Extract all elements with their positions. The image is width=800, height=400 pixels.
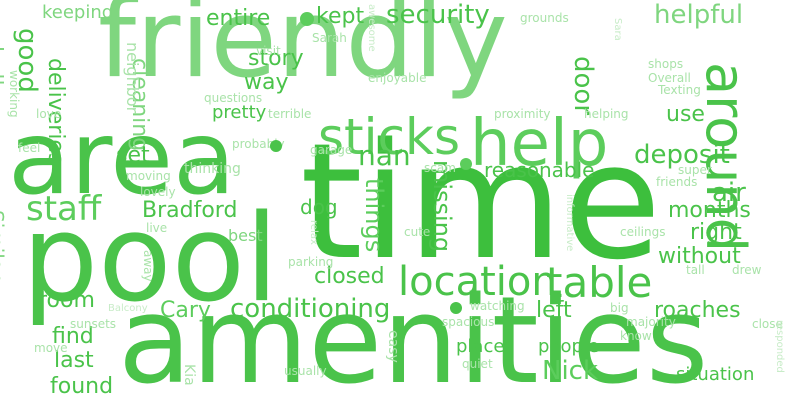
decorative-dot bbox=[300, 12, 314, 26]
cloud-word: Kia bbox=[181, 364, 197, 386]
cloud-word: enjoyable bbox=[368, 71, 427, 85]
cloud-word: dog bbox=[300, 195, 338, 219]
cloud-word: neighbor bbox=[123, 42, 142, 114]
cloud-word: majority bbox=[626, 315, 676, 329]
cloud-word: garage bbox=[310, 143, 353, 157]
cloud-word: responded bbox=[774, 320, 785, 373]
cloud-word: security bbox=[386, 0, 490, 30]
cloud-word: staff bbox=[26, 189, 102, 229]
cloud-word: Sarah bbox=[312, 31, 347, 45]
cloud-word: pretty bbox=[212, 102, 267, 123]
cloud-word: Balcony bbox=[108, 303, 148, 314]
cloud-word: best bbox=[228, 226, 263, 245]
cloud-word: room bbox=[38, 288, 95, 313]
cloud-word: proximity bbox=[494, 107, 551, 121]
cloud-word: live bbox=[146, 221, 168, 235]
cloud-word: sticks bbox=[318, 108, 461, 166]
cloud-word: right bbox=[690, 220, 742, 245]
cloud-word: Nick bbox=[542, 356, 599, 386]
cloud-word: helpful bbox=[654, 0, 744, 30]
cloud-word: places bbox=[456, 336, 514, 357]
cloud-word: table bbox=[546, 258, 653, 307]
cloud-word: Sara bbox=[612, 18, 623, 41]
cloud-word: reasonable bbox=[484, 158, 595, 182]
cloud-word: hallways bbox=[0, 46, 6, 142]
cloud-word: friends bbox=[656, 175, 698, 189]
cloud-word: air bbox=[712, 178, 746, 208]
cloud-word: help bbox=[470, 107, 609, 181]
cloud-word: closed bbox=[314, 264, 385, 289]
cloud-word: amenities bbox=[118, 272, 709, 400]
cloud-word: pool bbox=[22, 190, 279, 329]
cloud-word: close bbox=[752, 317, 783, 331]
cloud-word: area bbox=[8, 99, 236, 218]
cloud-word: relax bbox=[308, 220, 319, 245]
decorative-dot bbox=[450, 302, 462, 314]
cloud-word: watching bbox=[470, 299, 525, 313]
cloud-word: thinking bbox=[184, 161, 241, 177]
cloud-word: set bbox=[116, 143, 150, 168]
decorative-dot bbox=[460, 158, 472, 170]
cloud-word: without bbox=[658, 244, 741, 269]
cloud-word: use bbox=[666, 102, 705, 127]
cloud-word: Bradford bbox=[142, 198, 238, 223]
cloud-word: super bbox=[678, 163, 712, 177]
cloud-word: questions bbox=[204, 91, 263, 105]
cloud-word: easy bbox=[385, 330, 401, 363]
cloud-word: ceilings bbox=[620, 225, 666, 239]
cloud-word: nan bbox=[358, 139, 411, 172]
cloud-word: working bbox=[7, 70, 21, 118]
cloud-word: left bbox=[536, 298, 572, 323]
cloud-word: grounds bbox=[520, 11, 569, 25]
cloud-word: Texting bbox=[658, 83, 701, 97]
cloud-word: visit bbox=[256, 44, 281, 58]
cloud-word: lovely bbox=[140, 185, 176, 199]
cloud-word: people bbox=[538, 336, 600, 357]
cloud-word: tall bbox=[686, 263, 705, 277]
cloud-word: entire bbox=[206, 6, 271, 31]
cloud-word: awesome bbox=[366, 4, 377, 52]
cloud-word: cute bbox=[404, 225, 431, 239]
cloud-word: Cary bbox=[160, 298, 211, 323]
decorative-dot bbox=[270, 140, 282, 152]
cloud-word: parking bbox=[288, 255, 334, 269]
cloud-word: move bbox=[34, 341, 68, 355]
cloud-word: feel bbox=[18, 141, 41, 155]
cloud-word: helping bbox=[584, 107, 629, 121]
cloud-word: Similar bbox=[0, 210, 8, 280]
cloud-word: usually bbox=[284, 364, 327, 378]
cloud-word: time bbox=[300, 108, 662, 295]
cloud-word: last bbox=[54, 348, 94, 373]
cloud-word: location bbox=[398, 259, 557, 305]
cloud-word: love bbox=[36, 107, 62, 121]
cloud-word: know bbox=[620, 329, 652, 343]
cloud-word: roaches bbox=[654, 298, 741, 323]
cloud-word: informative bbox=[564, 194, 575, 252]
cloud-word: months bbox=[668, 198, 751, 223]
cloud-word: things bbox=[360, 178, 388, 253]
cloud-word: found bbox=[50, 374, 114, 399]
cloud-word: terrible bbox=[268, 107, 312, 121]
cloud-word: shops bbox=[648, 57, 684, 71]
cloud-word: story bbox=[248, 46, 304, 71]
cloud-word: find bbox=[52, 324, 94, 349]
cloud-word: spacious bbox=[442, 315, 495, 329]
cloud-word: conditioning bbox=[230, 294, 391, 324]
cloud-word: moving bbox=[126, 169, 171, 183]
cloud-word: big bbox=[610, 301, 629, 315]
cloud-word: away bbox=[141, 250, 155, 282]
cloud-word: quiet bbox=[462, 357, 493, 371]
cloud-word: kept bbox=[316, 4, 365, 29]
cloud-word: sunsets bbox=[70, 317, 117, 331]
cloud-word: situation bbox=[676, 364, 755, 385]
cloud-word: way bbox=[244, 70, 289, 95]
cloud-word: drew bbox=[732, 263, 762, 277]
cloud-word: Overall bbox=[648, 71, 691, 85]
cloud-word: keeping bbox=[42, 2, 114, 23]
cloud-word: scam bbox=[424, 161, 456, 175]
cloud-word: deposit bbox=[634, 140, 730, 170]
